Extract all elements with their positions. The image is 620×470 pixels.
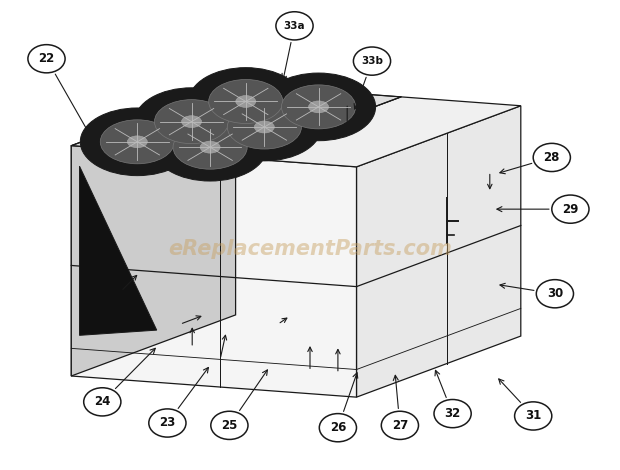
Polygon shape — [71, 146, 356, 397]
Polygon shape — [79, 166, 157, 336]
Text: 24: 24 — [94, 395, 110, 408]
Text: 30: 30 — [547, 287, 563, 300]
Ellipse shape — [182, 116, 202, 127]
Circle shape — [536, 280, 574, 308]
Ellipse shape — [309, 101, 329, 113]
Text: 23: 23 — [159, 416, 175, 430]
Circle shape — [276, 12, 313, 40]
Polygon shape — [356, 106, 521, 397]
Ellipse shape — [154, 100, 229, 144]
Ellipse shape — [200, 141, 220, 153]
Circle shape — [552, 195, 589, 223]
Ellipse shape — [281, 85, 356, 129]
Circle shape — [533, 143, 570, 172]
Ellipse shape — [127, 136, 148, 148]
Text: 32: 32 — [445, 407, 461, 420]
Circle shape — [515, 402, 552, 430]
Circle shape — [319, 414, 356, 442]
Circle shape — [381, 411, 419, 439]
Text: 27: 27 — [392, 419, 408, 432]
Text: 33b: 33b — [361, 56, 383, 66]
Ellipse shape — [209, 79, 283, 124]
Ellipse shape — [254, 121, 274, 133]
Ellipse shape — [81, 108, 195, 176]
Text: eReplacementParts.com: eReplacementParts.com — [168, 239, 452, 259]
Ellipse shape — [135, 88, 249, 156]
Circle shape — [211, 411, 248, 439]
Ellipse shape — [236, 95, 256, 108]
Ellipse shape — [228, 105, 301, 149]
Circle shape — [353, 47, 391, 75]
Text: 29: 29 — [562, 203, 578, 216]
Ellipse shape — [262, 73, 376, 141]
Ellipse shape — [207, 93, 321, 161]
Polygon shape — [71, 85, 401, 158]
Text: 22: 22 — [38, 52, 55, 65]
Ellipse shape — [173, 125, 247, 169]
Ellipse shape — [100, 120, 174, 164]
Ellipse shape — [153, 113, 267, 181]
Polygon shape — [71, 85, 236, 376]
Circle shape — [84, 388, 121, 416]
Circle shape — [28, 45, 65, 73]
Text: 33a: 33a — [284, 21, 305, 31]
Text: 26: 26 — [330, 421, 346, 434]
Circle shape — [434, 400, 471, 428]
Circle shape — [149, 409, 186, 437]
Text: 25: 25 — [221, 419, 237, 432]
Ellipse shape — [188, 68, 303, 135]
Text: 31: 31 — [525, 409, 541, 423]
Text: 28: 28 — [544, 151, 560, 164]
Polygon shape — [237, 97, 521, 167]
